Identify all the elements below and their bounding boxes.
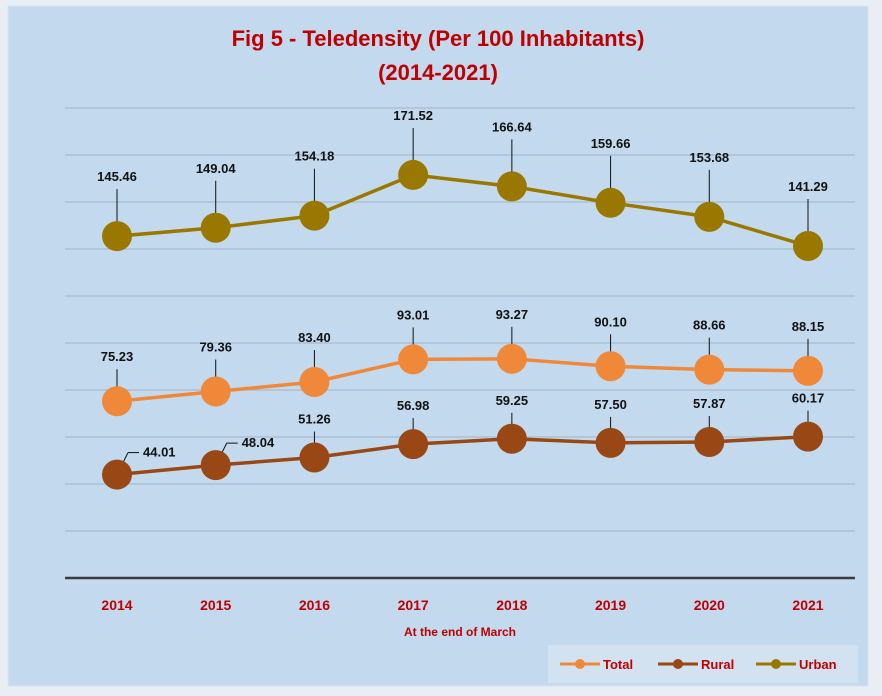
data-label: 57.50 [594,397,627,412]
data-label: 145.46 [97,169,137,184]
data-label: 57.87 [693,396,726,411]
marker [694,354,725,385]
line [116,173,809,248]
marker [496,423,527,454]
marker [200,376,231,407]
marker [200,212,231,243]
line [116,357,809,403]
marker [793,355,823,386]
legend-marker [673,659,683,669]
data-label: 56.98 [397,398,430,413]
marker [496,171,527,202]
data-label: 88.15 [792,319,825,334]
legend-marker [575,659,585,669]
data-label: 171.52 [393,108,433,123]
data-label: 60.17 [792,391,825,406]
data-label: 83.40 [298,330,331,345]
data-label: 159.66 [591,136,631,151]
x-axis-label: At the end of March [404,625,516,639]
chart-title: Fig 5 - Teledensity (Per 100 Inhabitants… [232,26,645,51]
data-label: 51.26 [298,412,331,427]
marker [793,230,823,261]
marker [102,386,132,417]
marker [595,187,626,218]
data-label: 44.01 [143,445,176,460]
x-tick-label: 2017 [398,597,429,613]
data-label: 154.18 [295,149,335,164]
data-label: 79.36 [199,340,232,355]
data-label: 93.01 [397,307,430,322]
x-tick-label: 2021 [792,597,823,613]
legend-label: Total [603,657,633,672]
data-label: 48.04 [242,435,275,450]
marker [299,442,330,473]
data-label: 166.64 [492,119,533,134]
data-label: 75.23 [101,349,134,364]
data-label: 90.10 [594,314,627,329]
data-label: 153.68 [689,150,729,165]
marker [793,421,823,452]
x-tick-label: 2015 [200,597,231,613]
x-tick-label: 2019 [595,597,626,613]
data-label: 141.29 [788,179,828,194]
data-label: 59.25 [496,393,529,408]
x-tick-label: 2018 [496,597,527,613]
chart-background [7,5,869,687]
marker [595,351,626,382]
x-tick-label: 2014 [101,597,132,613]
line [116,434,809,477]
chart-subtitle: (2014-2021) [378,60,498,85]
x-tick-label: 2020 [694,597,725,613]
marker [299,367,330,398]
marker [299,200,330,231]
data-label: 149.04 [196,161,237,176]
marker [398,429,429,460]
marker [200,450,231,481]
marker [102,221,132,252]
data-label: 88.66 [693,318,726,333]
marker [694,427,725,458]
marker [102,459,132,490]
marker [398,159,429,190]
legend-marker [771,659,781,669]
legend-label: Rural [701,657,734,672]
marker [694,201,725,232]
marker [398,344,429,375]
data-label: 93.27 [496,307,529,322]
legend-label: Urban [799,657,837,672]
marker [595,427,626,458]
x-tick-label: 2016 [299,597,330,613]
marker [496,343,527,374]
